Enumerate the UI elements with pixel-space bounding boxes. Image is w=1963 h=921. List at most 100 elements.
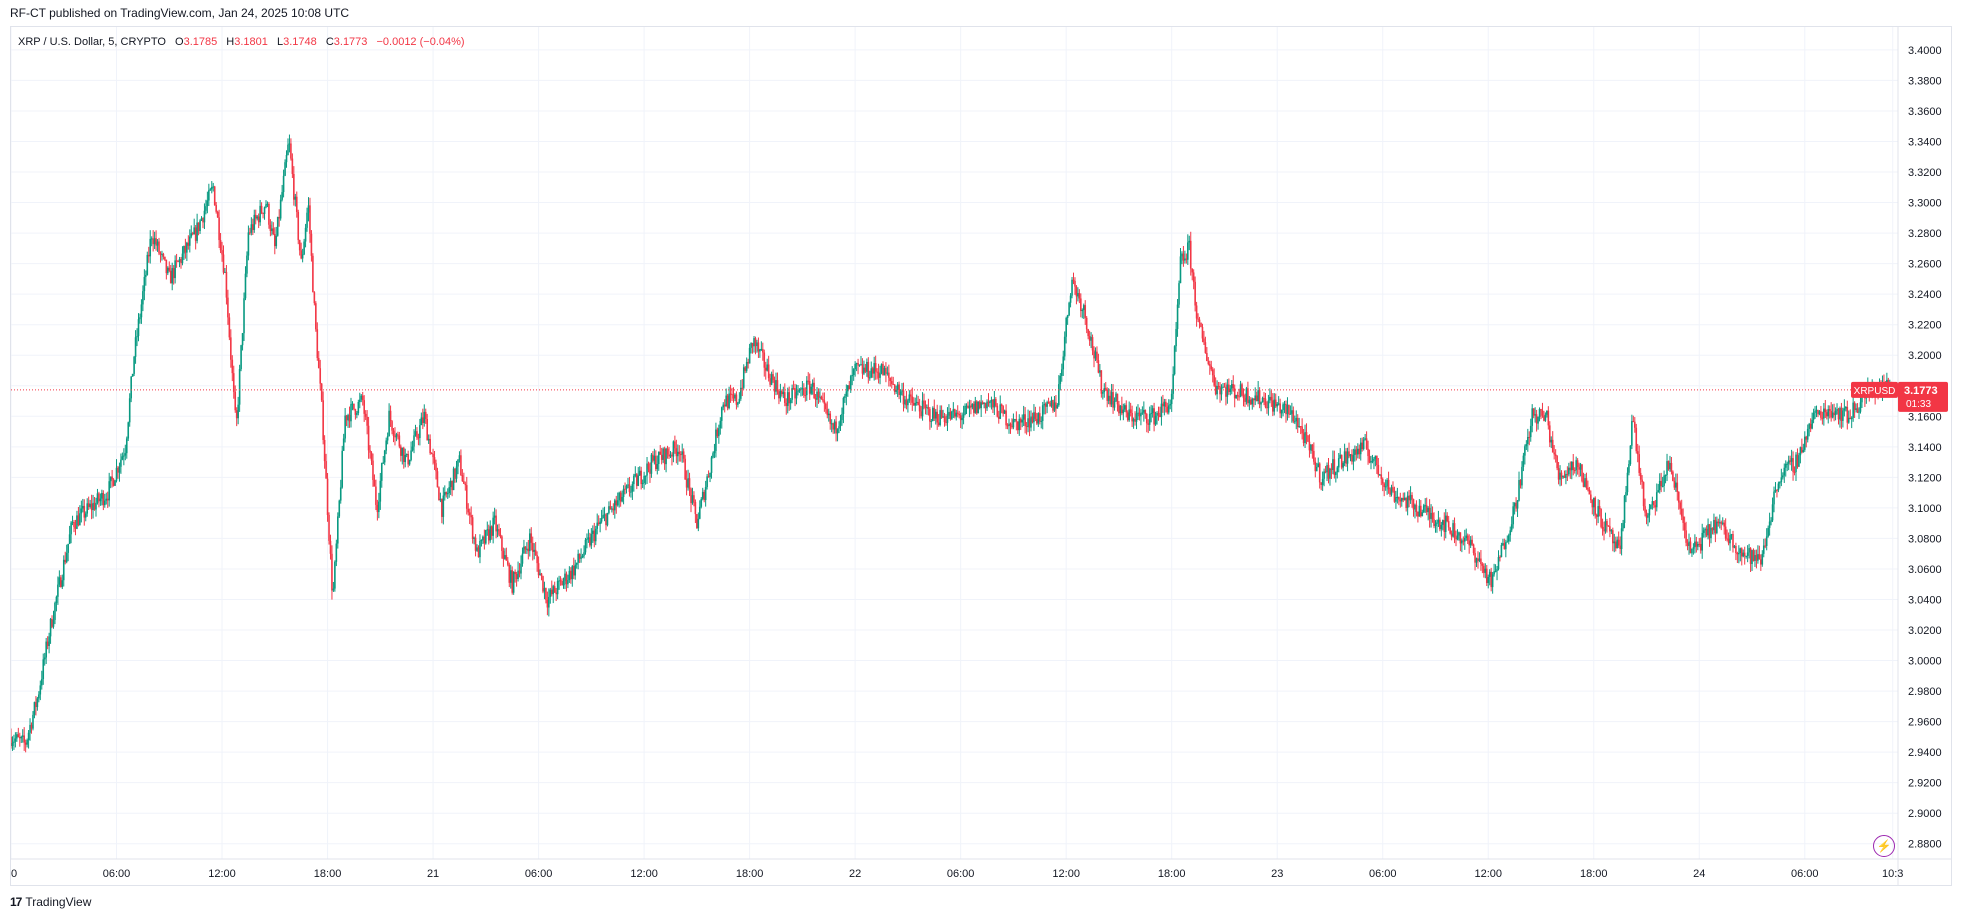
candle-body	[1157, 412, 1160, 415]
candle-body	[257, 216, 260, 223]
candle-body	[918, 405, 921, 412]
candle-body	[1761, 553, 1764, 565]
candle-body	[463, 481, 465, 484]
candle-body	[1412, 499, 1415, 510]
time-tick-label: 12:00	[1474, 868, 1502, 880]
candle-body	[243, 298, 245, 334]
candle-body	[1617, 539, 1620, 546]
candle-body	[1189, 240, 1192, 269]
candle-body	[470, 515, 472, 518]
candle-body	[1560, 472, 1563, 478]
candle-body	[246, 255, 248, 274]
candle-body	[1258, 390, 1261, 405]
candle-body	[180, 259, 182, 264]
candle-body	[14, 738, 17, 742]
candle-body	[1590, 494, 1592, 501]
candle-body	[795, 392, 798, 399]
candle-body	[1362, 439, 1365, 449]
candle-body	[841, 413, 843, 421]
candle-body	[811, 382, 814, 387]
candle-body	[221, 250, 223, 255]
candle-body	[188, 236, 191, 246]
candle-body	[940, 410, 943, 418]
candle-body	[819, 396, 821, 398]
candle-body	[1182, 253, 1185, 261]
candle-body	[1030, 416, 1032, 428]
candle-body	[952, 409, 955, 412]
candle-body	[930, 421, 933, 423]
candle-body	[1104, 388, 1107, 390]
candle-body	[1247, 388, 1249, 404]
candle-body	[1471, 539, 1473, 545]
candle-body	[1546, 410, 1548, 415]
candle-body	[1562, 475, 1564, 478]
candle-body	[820, 396, 823, 400]
candle-body	[1346, 451, 1349, 464]
candle-body	[378, 501, 380, 513]
candle-body	[1151, 408, 1154, 414]
candle-body	[1679, 502, 1682, 509]
candle-body	[21, 735, 24, 737]
candle-body	[458, 455, 461, 460]
price-chart[interactable]: 3.4000 3.3800 3.3600 3.3400 3.3200 3.3000 3.28…	[11, 27, 1951, 885]
candle-body	[1112, 392, 1114, 408]
candle-body	[633, 475, 635, 485]
candle-body	[1581, 464, 1583, 482]
candle-body	[117, 467, 119, 473]
candle-body	[980, 402, 982, 409]
candle-body	[1518, 480, 1520, 501]
candle-body	[509, 570, 512, 583]
candle-body	[1361, 442, 1364, 449]
candle-body	[1550, 439, 1553, 443]
footer-brand[interactable]: 17 TradingView	[10, 895, 91, 909]
candle-body	[1488, 571, 1491, 577]
candle-body	[1537, 416, 1539, 424]
candle-body	[662, 448, 664, 460]
candle-body	[867, 361, 870, 378]
candle-body	[1828, 409, 1831, 411]
symbol-legend: XRP / U.S. Dollar, 5, CRYPTO O3.1785 H3.…	[18, 36, 465, 48]
candle-body	[184, 246, 187, 253]
candle-body	[319, 368, 322, 384]
candle-body	[1302, 433, 1305, 444]
candle-body	[1635, 427, 1638, 452]
candle-body	[1689, 541, 1692, 554]
high-label: H	[226, 36, 235, 48]
candle-body	[1160, 403, 1163, 417]
candle-body	[1808, 423, 1810, 429]
candle-body	[1856, 408, 1859, 413]
candle-body	[149, 238, 152, 257]
candle-body	[643, 475, 645, 484]
candle-body	[11, 736, 12, 747]
candle-body	[936, 411, 939, 423]
candle-body	[482, 536, 484, 540]
candle-body	[1348, 451, 1350, 457]
candle-body	[1235, 395, 1237, 399]
candle-body	[760, 349, 763, 351]
candle-body	[1836, 409, 1838, 411]
candle-body	[452, 468, 455, 491]
candle-body	[485, 530, 487, 544]
candle-body	[1122, 409, 1125, 414]
chart-frame[interactable]: 3.4000 3.3800 3.3600 3.3400 3.3200 3.3000 3.28…	[10, 26, 1952, 886]
candle-body	[1859, 402, 1862, 412]
candle-body	[1749, 548, 1752, 565]
lightning-bolt-icon[interactable]: ⚡	[1873, 835, 1895, 857]
candle-body	[1827, 409, 1830, 417]
candle-body	[612, 508, 615, 511]
candle-body	[542, 576, 544, 592]
candle-body	[625, 485, 628, 489]
candle-body	[1720, 522, 1723, 524]
candle-body	[29, 724, 31, 733]
candle-body	[797, 390, 799, 393]
price-tick-label: 3.3200	[1908, 167, 1942, 179]
candle-body	[791, 387, 793, 400]
candle-body	[1208, 364, 1211, 366]
candle-body	[1541, 410, 1544, 416]
candle-body	[1049, 403, 1051, 406]
candle-body	[259, 205, 261, 223]
candle-body	[271, 228, 273, 231]
candle-body	[133, 356, 135, 374]
candle-body	[1094, 351, 1097, 359]
candle-body	[1588, 489, 1591, 495]
